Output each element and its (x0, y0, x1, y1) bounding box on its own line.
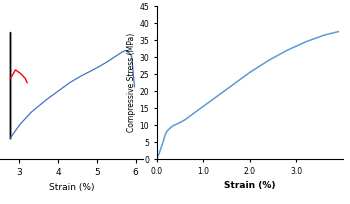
X-axis label: Strain (%): Strain (%) (49, 183, 94, 192)
X-axis label: Strain (%): Strain (%) (224, 181, 275, 190)
Y-axis label: Compressive Stress (MPa): Compressive Stress (MPa) (127, 33, 136, 132)
